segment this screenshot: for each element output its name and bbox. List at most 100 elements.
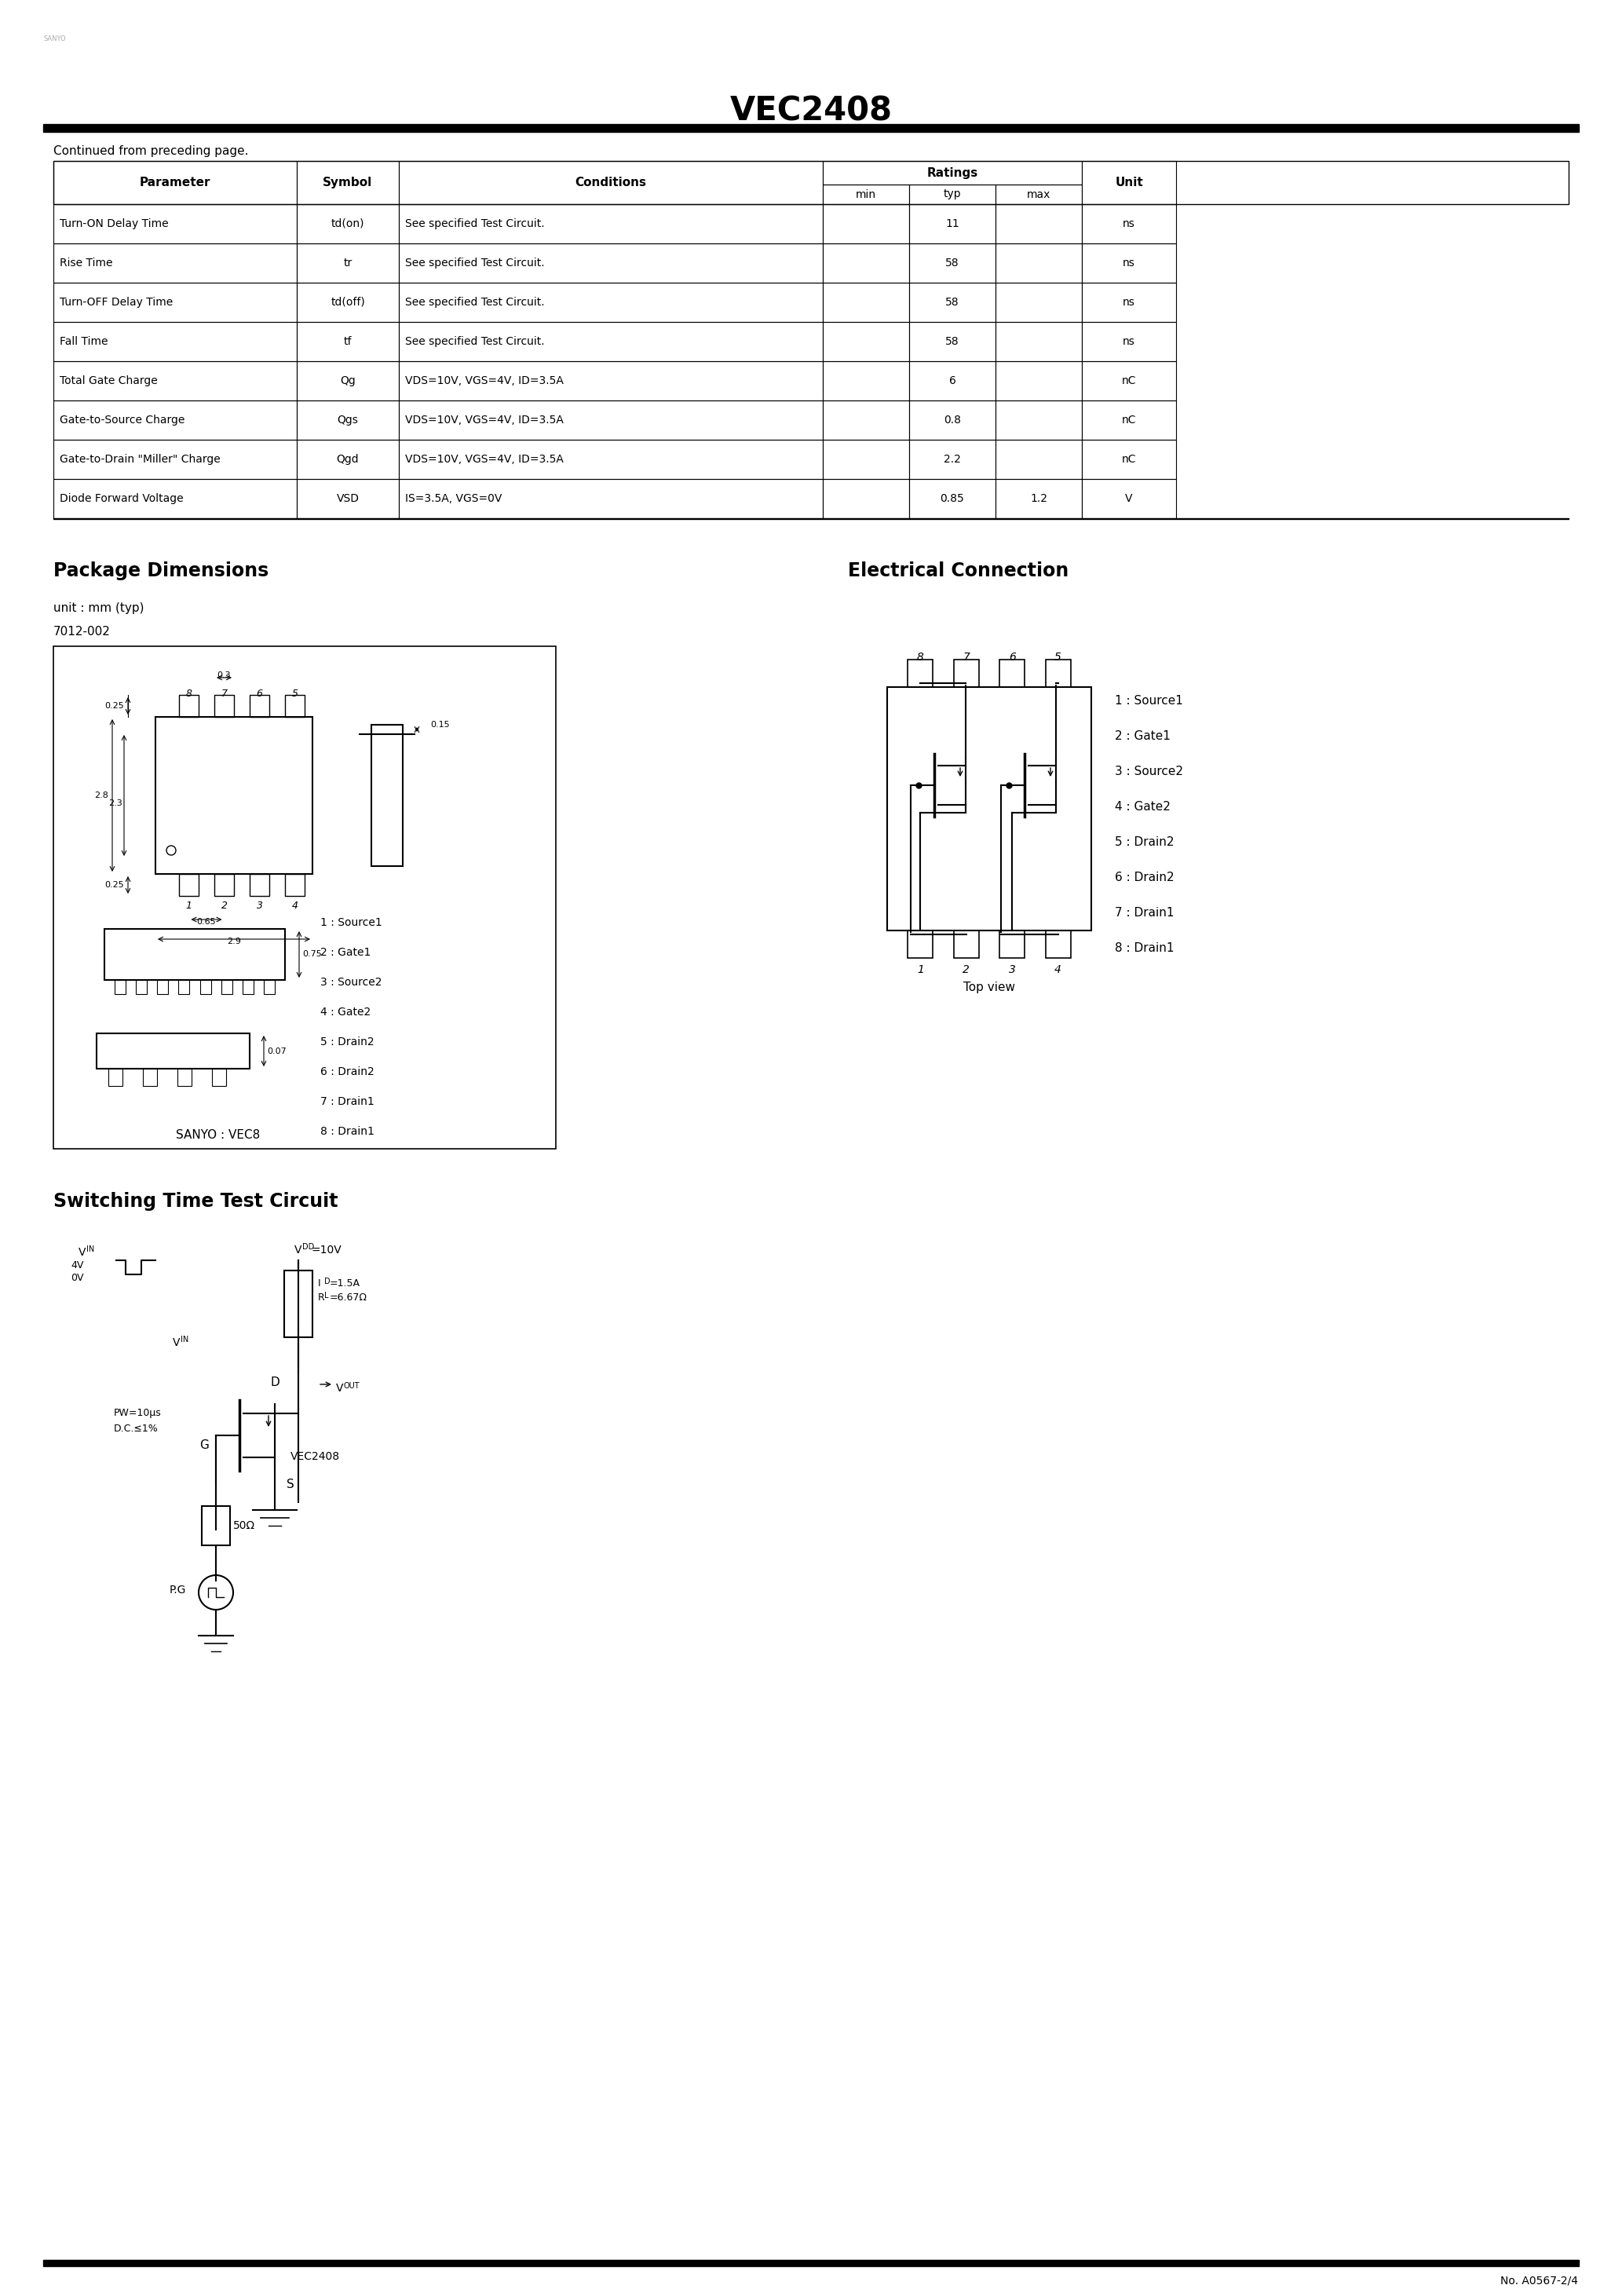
Bar	[822, 400, 910, 441]
Bar	[822, 204, 910, 243]
Bar	[44, 124, 1578, 131]
Bar	[1082, 243, 1176, 282]
Text: Qgs: Qgs	[337, 416, 358, 425]
Text: 0.85: 0.85	[941, 494, 965, 505]
Bar	[178, 980, 190, 994]
Text: =6.67Ω: =6.67Ω	[329, 1293, 368, 1302]
Text: 11: 11	[946, 218, 959, 230]
Bar	[115, 980, 125, 994]
Text: ns: ns	[1122, 296, 1135, 308]
Text: VEC2408: VEC2408	[290, 1451, 341, 1463]
Text: max: max	[1027, 188, 1051, 200]
Bar	[297, 441, 399, 480]
Bar	[54, 161, 297, 204]
Bar	[214, 696, 234, 716]
Text: ns: ns	[1122, 257, 1135, 269]
Text: =10V: =10V	[311, 1244, 341, 1256]
Text: V: V	[78, 1247, 86, 1258]
Text: 1.2: 1.2	[1030, 494, 1048, 505]
Text: nC: nC	[1122, 455, 1137, 464]
Bar	[156, 716, 313, 875]
Bar	[297, 204, 399, 243]
Bar	[822, 321, 910, 360]
Text: 5: 5	[1054, 652, 1061, 664]
Text: 6 : Drain2: 6 : Drain2	[320, 1065, 375, 1077]
Text: 8 : Drain1: 8 : Drain1	[1114, 941, 1174, 955]
Bar	[954, 659, 978, 687]
Text: td(off): td(off)	[331, 296, 365, 308]
Bar	[264, 980, 274, 994]
Text: SANYO: SANYO	[44, 34, 65, 41]
Text: 8 : Drain1: 8 : Drain1	[320, 1125, 375, 1137]
Text: SANYO : VEC8: SANYO : VEC8	[177, 1130, 261, 1141]
Bar	[996, 282, 1082, 321]
Bar	[136, 980, 148, 994]
Text: Unit: Unit	[1114, 177, 1144, 188]
Text: 5 : Drain2: 5 : Drain2	[320, 1035, 375, 1047]
Bar	[399, 480, 822, 519]
Text: 3 : Source2: 3 : Source2	[1114, 765, 1182, 778]
Text: R: R	[318, 1293, 324, 1302]
Bar	[908, 930, 933, 957]
Text: nC: nC	[1122, 374, 1137, 386]
Bar	[822, 282, 910, 321]
Bar	[212, 1068, 225, 1086]
Bar	[1046, 930, 1071, 957]
Bar	[996, 360, 1082, 400]
Text: VDS=10V, VGS=4V, ID=3.5A: VDS=10V, VGS=4V, ID=3.5A	[406, 455, 563, 464]
Text: tf: tf	[344, 335, 352, 347]
Bar	[822, 161, 1082, 184]
Text: typ: typ	[944, 188, 962, 200]
Text: 1: 1	[916, 964, 925, 976]
Bar	[1082, 360, 1176, 400]
Text: Ratings: Ratings	[926, 168, 978, 179]
Bar	[399, 360, 822, 400]
Text: Gate-to-Drain "Miller" Charge: Gate-to-Drain "Miller" Charge	[60, 455, 221, 464]
Bar	[996, 204, 1082, 243]
Bar	[996, 184, 1082, 204]
Text: ns: ns	[1122, 218, 1135, 230]
Bar	[1082, 480, 1176, 519]
Bar	[1082, 321, 1176, 360]
Text: V: V	[172, 1336, 180, 1348]
Text: 2.2: 2.2	[944, 455, 960, 464]
Text: 1 : Source1: 1 : Source1	[1114, 696, 1182, 707]
Bar	[97, 1033, 250, 1068]
Text: 2: 2	[221, 900, 227, 912]
Text: IN: IN	[180, 1336, 188, 1343]
Bar	[297, 321, 399, 360]
Bar	[1082, 161, 1176, 204]
Bar	[954, 930, 978, 957]
Text: 0.25: 0.25	[104, 882, 123, 889]
Text: D: D	[271, 1378, 279, 1389]
Text: VEC2408: VEC2408	[730, 94, 892, 126]
Bar	[910, 441, 996, 480]
Text: 7: 7	[963, 652, 970, 664]
Text: 8: 8	[185, 689, 191, 698]
Bar	[143, 1068, 157, 1086]
Text: 2 : Gate1: 2 : Gate1	[320, 946, 371, 957]
Text: 0.8: 0.8	[944, 416, 960, 425]
Bar	[399, 243, 822, 282]
Text: Rise Time: Rise Time	[60, 257, 112, 269]
Text: 7 : Drain1: 7 : Drain1	[1114, 907, 1174, 918]
Bar	[54, 282, 297, 321]
Bar	[999, 659, 1025, 687]
Text: Switching Time Test Circuit: Switching Time Test Circuit	[54, 1192, 337, 1210]
Bar	[104, 930, 285, 980]
Text: Electrical Connection: Electrical Connection	[848, 563, 1069, 581]
Bar	[297, 161, 399, 204]
Text: No. A0567-2/4: No. A0567-2/4	[1500, 2275, 1578, 2287]
Bar	[54, 204, 297, 243]
Text: 6: 6	[256, 689, 263, 698]
Text: IS=3.5A, VGS=0V: IS=3.5A, VGS=0V	[406, 494, 501, 505]
Bar	[54, 243, 297, 282]
Bar	[910, 243, 996, 282]
Text: VDS=10V, VGS=4V, ID=3.5A: VDS=10V, VGS=4V, ID=3.5A	[406, 374, 563, 386]
Text: Symbol: Symbol	[323, 177, 373, 188]
Text: 5: 5	[292, 689, 298, 698]
Text: 58: 58	[946, 296, 959, 308]
Text: min: min	[856, 188, 876, 200]
Bar	[910, 184, 996, 204]
Bar	[910, 321, 996, 360]
